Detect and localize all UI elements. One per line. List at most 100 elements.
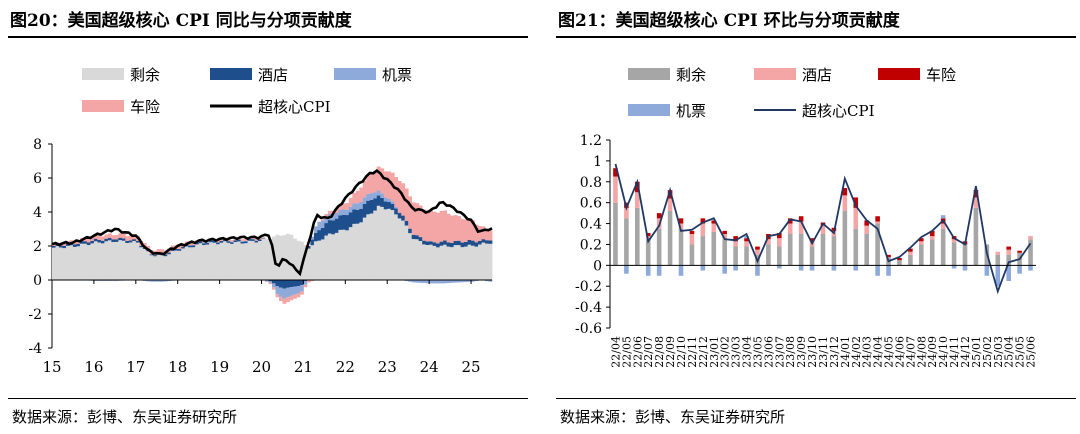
stack-segment-rest — [331, 234, 336, 280]
stack-segment-rest — [223, 241, 228, 280]
stack-segment-rest — [380, 206, 385, 280]
stack-segment-rest — [478, 244, 482, 280]
stack-segment-carins — [401, 183, 406, 216]
stack-segment-carins — [278, 296, 283, 301]
bar-hotel — [766, 239, 771, 245]
stack-segment-airfare — [415, 280, 420, 283]
stack-segment-rest — [163, 256, 168, 280]
stack-segment-carins — [418, 205, 423, 238]
stack-segment-rest — [237, 241, 241, 280]
bar-hotel — [951, 239, 957, 243]
bar-rest — [635, 207, 640, 266]
stack-segment-rest — [362, 217, 367, 280]
bar-rest — [897, 260, 902, 266]
stack-segment-rest — [310, 245, 315, 280]
stack-segment-rest — [338, 229, 343, 280]
bar-hotel — [722, 234, 727, 240]
stack-segment-rest — [90, 243, 95, 280]
stack-segment-carins — [90, 236, 95, 241]
x-tick-label: 23/05 — [751, 336, 764, 368]
x-tick-label: 22 — [336, 358, 355, 376]
stack-segment-rest — [184, 246, 189, 280]
x-tick-label: 22/11 — [686, 336, 699, 368]
stack-segment-hotel — [261, 237, 266, 239]
stack-segment-carins — [258, 238, 262, 240]
stack-segment-rest — [195, 244, 200, 280]
bar-rest — [875, 223, 880, 266]
bar-rest — [820, 234, 826, 266]
stack-segment-rest — [313, 241, 318, 280]
stack-segment-rest — [247, 240, 252, 280]
source-rule — [556, 398, 1076, 399]
x-tick-label: 22/09 — [664, 336, 677, 368]
bar-carins — [635, 181, 640, 193]
stack-segment-rest — [174, 250, 179, 280]
stack-segment-rest — [404, 225, 409, 280]
chart-panel-20: 图20：美国超级核心 CPI 同比与分项贡献度 剩余 酒店 机票 车险 超核心CPI 8 6… — [0, 0, 530, 434]
legend-label: 剩余 — [676, 66, 706, 84]
stack-segment-airfare — [467, 280, 472, 282]
stack-segment-carins — [52, 244, 56, 246]
stack-segment-carins — [104, 234, 109, 239]
stack-segment-carins — [467, 218, 472, 240]
stack-segment-airfare — [394, 207, 399, 209]
bar-rest — [908, 254, 913, 266]
stack-segment-airfare — [268, 281, 273, 283]
source-rule — [8, 398, 528, 399]
stack-segment-rest — [355, 223, 360, 280]
stack-segment-airfare — [299, 285, 304, 292]
stack-segment-hotel — [471, 240, 475, 246]
bar-rest — [1028, 239, 1033, 266]
stack-segment-hotel — [418, 237, 423, 242]
stack-segment-carins — [355, 190, 360, 204]
stack-segment-hotel — [195, 242, 200, 245]
stack-segment-rest — [467, 244, 472, 280]
stack-segment-hotel — [114, 239, 119, 242]
y-tick-label: -0.6 — [575, 321, 602, 337]
stack-segment-airfare — [369, 193, 374, 200]
stack-segment-rest — [65, 245, 70, 280]
bar-airfare — [777, 265, 782, 269]
stack-segment-hotel — [474, 242, 479, 247]
stack-segment-hotel — [411, 234, 416, 240]
stack-segment-rest — [282, 235, 287, 280]
x-tick-label: 23/07 — [773, 336, 786, 368]
stack-segment-airfare — [366, 193, 371, 201]
stack-segment-hotel — [62, 245, 67, 249]
stack-segment-carins — [324, 214, 329, 217]
stack-segment-rest — [432, 245, 437, 280]
stack-segment-airfare — [296, 286, 301, 294]
stack-segment-rest — [142, 248, 147, 280]
stack-segment-rest — [244, 243, 248, 280]
stack-segment-hotel — [390, 203, 395, 211]
x-tick-label: 20 — [252, 358, 271, 376]
stack-segment-rest — [394, 214, 399, 280]
stack-segment-hotel — [219, 241, 224, 243]
bar-hotel — [744, 241, 749, 247]
y-tick-label: 0.2 — [580, 237, 602, 253]
stack-segment-airfare — [387, 198, 392, 203]
bar-rest — [744, 246, 749, 266]
stack-segment-hotel — [163, 254, 168, 257]
stack-segment-carins — [383, 171, 388, 198]
x-tick-label: 23/08 — [784, 336, 797, 368]
stack-segment-rest — [303, 244, 308, 280]
stack-segment-hotel — [76, 243, 81, 247]
stack-segment-rest — [275, 234, 280, 280]
x-tick-label: 16 — [84, 358, 103, 376]
source-note: 数据来源：彭博、东吴证券研究所 — [12, 408, 238, 426]
bar-hotel — [678, 223, 684, 229]
bar-hotel — [940, 223, 946, 229]
stack-segment-carins — [485, 228, 489, 241]
x-tick-label: 22/10 — [675, 336, 688, 368]
stack-segment-rest — [352, 223, 357, 280]
stack-segment-hotel — [230, 242, 234, 244]
stack-segment-airfare — [443, 280, 448, 284]
stack-segment-rest — [345, 230, 350, 280]
x-tick-label: 24/08 — [915, 336, 928, 368]
bar-carins — [733, 236, 738, 242]
stack-segment-hotel — [467, 239, 472, 245]
stack-segment-carins — [268, 282, 273, 285]
stack-segment-rest — [128, 242, 133, 280]
